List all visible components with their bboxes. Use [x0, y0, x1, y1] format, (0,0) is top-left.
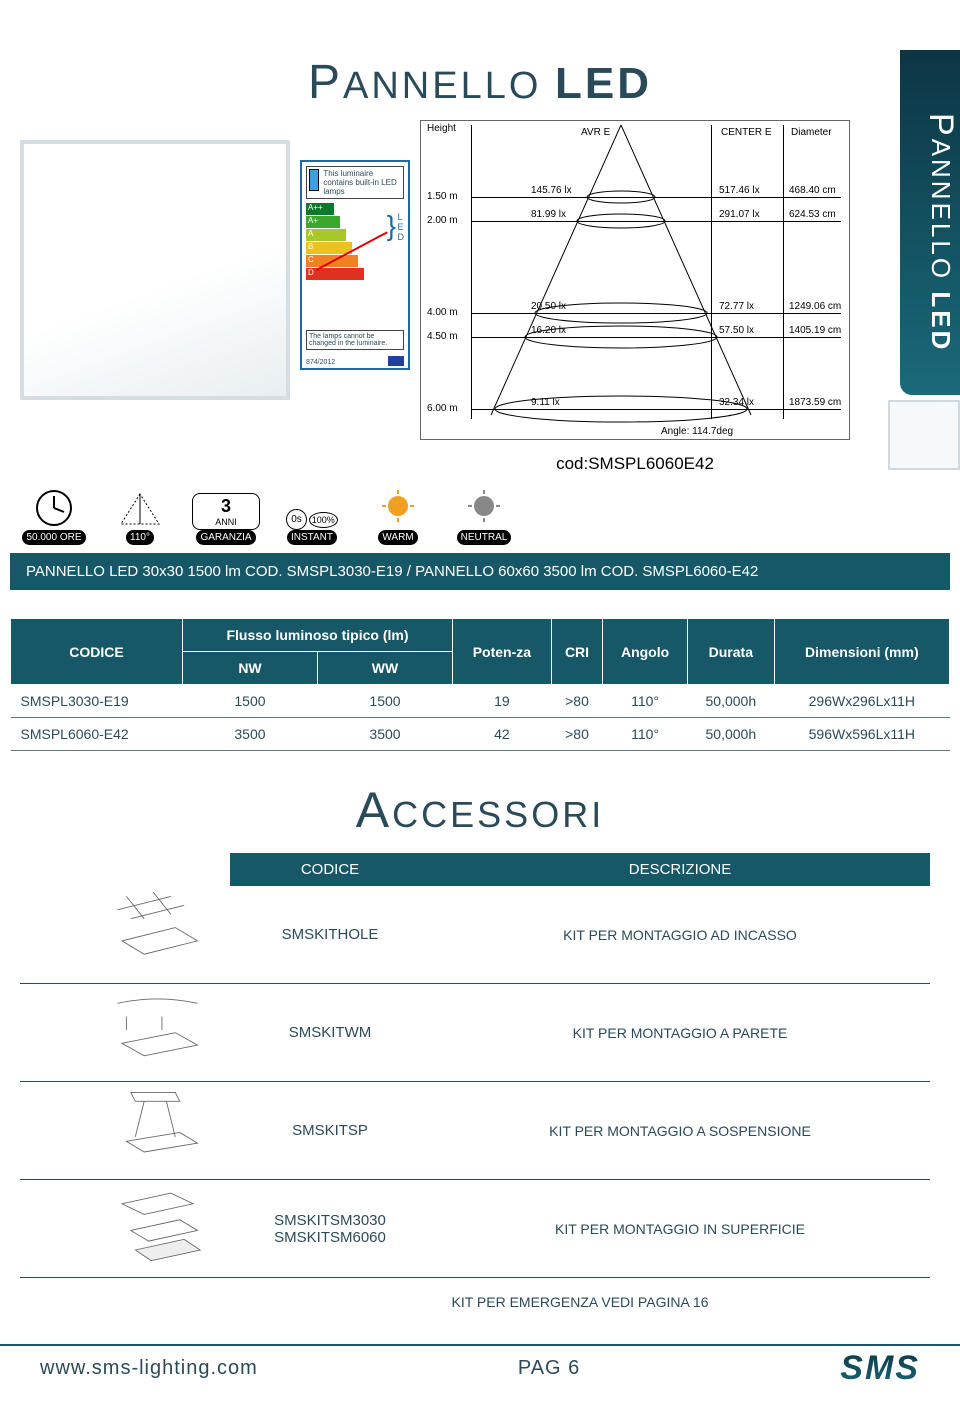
cone-height: 2.00 m — [427, 215, 458, 226]
title-pre: P — [308, 56, 343, 109]
energy-regulation: 874/2012 — [306, 359, 335, 366]
acc-row: SMSKITHOLE KIT PER MONTAGGIO AD INCASSO — [20, 886, 930, 984]
side-tab: PANNELLO LED — [900, 50, 960, 395]
cone-angle: Angle: 114.7deg — [661, 426, 733, 437]
page-footer: www.sms-lighting.com PAG 6 SMS — [0, 1349, 960, 1388]
cone-center: 517.46 lx — [719, 185, 760, 196]
title-led: LED — [555, 59, 652, 108]
th-dim: Dimensioni (mm) — [774, 619, 949, 685]
acc-thumb — [20, 984, 230, 1081]
th-ww: WW — [317, 652, 452, 685]
cone-avr: 145.76 lx — [531, 185, 572, 196]
spec-code: SMSPL6060-E42 — [11, 718, 183, 751]
energy-label: This luminaire contains built-in LED lam… — [300, 160, 410, 370]
cone-svg — [471, 125, 843, 425]
cone-diameter: 1873.59 cm — [789, 397, 841, 408]
th-cri: CRI — [551, 619, 602, 685]
cone-height: 4.00 m — [427, 307, 458, 318]
acc-code: SMSKITWM — [230, 1024, 430, 1041]
badge-warm: WARM — [364, 488, 432, 545]
accessories-title: ACCESSORI — [0, 781, 960, 839]
acc-thumb — [20, 1180, 230, 1277]
cone-diameter: 1405.19 cm — [789, 325, 841, 336]
acc-code: SMSKITSP — [230, 1122, 430, 1139]
spec-code: SMSPL3030-E19 — [11, 685, 183, 718]
badge-angle: 110° — [106, 488, 174, 545]
footer-page: PAG 6 — [518, 1357, 580, 1380]
th-potenza: Poten-za — [453, 619, 552, 685]
cone-diameter: 624.53 cm — [789, 209, 836, 220]
energy-footnote: The lamps cannot be changed in the lumin… — [306, 330, 404, 350]
spec-row: SMSPL6060-E42 35003500 42>80 110°50,000h… — [11, 718, 950, 751]
acc-row: SMSKITSP KIT PER MONTAGGIO A SOSPENSIONE — [20, 1082, 930, 1180]
cross-icon — [312, 210, 392, 290]
product-code: cod:SMSPL6060E42 — [420, 454, 850, 474]
cone-diameter: 1249.06 cm — [789, 301, 841, 312]
th-durata: Durata — [687, 619, 774, 685]
hero-row: This luminaire contains built-in LED lam… — [0, 120, 960, 474]
acc-code: SMSKITHOLE — [230, 926, 430, 943]
footer-divider — [0, 1344, 960, 1346]
acc-th-code: CODICE — [230, 853, 430, 886]
th-flusso: Flusso luminoso tipico (lm) — [182, 619, 452, 652]
footer-url: www.sms-lighting.com — [40, 1357, 258, 1380]
acc-thumb — [20, 886, 230, 983]
cone-col-height: Height — [427, 123, 456, 134]
title-mid: ANNELLO — [343, 65, 541, 107]
acc-row: SMSKITSM3030SMSKITSM6060 KIT PER MONTAGG… — [20, 1180, 930, 1278]
cone-height: 4.50 m — [427, 331, 458, 342]
cone-center: 32.34 lx — [719, 397, 754, 408]
footer-logo: SMS — [840, 1349, 920, 1388]
badge-warranty: 3 ANNI GARANZIA — [192, 493, 260, 545]
th-nw: NW — [182, 652, 317, 685]
cone-avr: 81.99 lx — [531, 209, 566, 220]
cone-center: 57.50 lx — [719, 325, 754, 336]
energy-top-text: This luminaire contains built-in LED lam… — [323, 169, 401, 196]
badge-neutral: NEUTRAL — [450, 488, 518, 545]
acc-header: CODICE DESCRIZIONE — [230, 853, 930, 886]
spec-row: SMSPL3030-E19 15001500 19>80 110°50,000h… — [11, 685, 950, 718]
lamp-icon — [309, 169, 319, 191]
acc-thumb — [20, 1082, 230, 1179]
spec-table: CODICE Flusso luminoso tipico (lm) Poten… — [10, 618, 950, 751]
acc-row: SMSKITWM KIT PER MONTAGGIO A PARETE — [20, 984, 930, 1082]
title-bar: PANNELLO LED 30x30 1500 lm COD. SMSPL303… — [10, 553, 950, 590]
accessories-table: CODICE DESCRIZIONE SMSKITHOLE KIT PER MO… — [20, 853, 930, 1310]
acc-desc: KIT PER MONTAGGIO A PARETE — [430, 1025, 930, 1041]
cone-avr: 20.50 lx — [531, 301, 566, 312]
th-angolo: Angolo — [603, 619, 688, 685]
page-title: PANNELLO LED — [0, 0, 960, 110]
cone-height: 6.00 m — [427, 403, 458, 414]
acc-code: SMSKITSM3030SMSKITSM6060 — [230, 1212, 430, 1246]
side-thumbnail — [888, 400, 960, 470]
cone-diameter: 468.40 cm — [789, 185, 836, 196]
energy-led-letters: LED — [398, 212, 405, 242]
acc-desc: KIT PER MONTAGGIO A SOSPENSIONE — [430, 1123, 930, 1139]
badge-instant: 0s 100% INSTANT — [278, 509, 346, 545]
cone-avr: 9.11 lx — [531, 397, 560, 408]
acc-th-desc: DESCRIZIONE — [430, 853, 930, 886]
acc-footer-note: KIT PER EMERGENZA VEDI PAGINA 16 — [20, 1278, 930, 1310]
cone-center: 72.77 lx — [719, 301, 754, 312]
badge-row: 50.000 ORE 110° 3 ANNI GARANZIA 0s 100% … — [0, 474, 960, 553]
cone-chart: Height AVR E CENTER E Diameter 1.50 m 14… — [420, 120, 850, 440]
cone-center: 291.07 lx — [719, 209, 760, 220]
th-codice: CODICE — [11, 619, 183, 685]
acc-desc: KIT PER MONTAGGIO AD INCASSO — [430, 927, 930, 943]
badge-hours: 50.000 ORE — [20, 488, 88, 545]
cone-height: 1.50 m — [427, 191, 458, 202]
eu-flag-icon — [388, 356, 404, 366]
cone-avr: 16.20 lx — [531, 325, 566, 336]
product-image — [20, 140, 290, 400]
acc-desc: KIT PER MONTAGGIO IN SUPERFICIE — [430, 1221, 930, 1237]
